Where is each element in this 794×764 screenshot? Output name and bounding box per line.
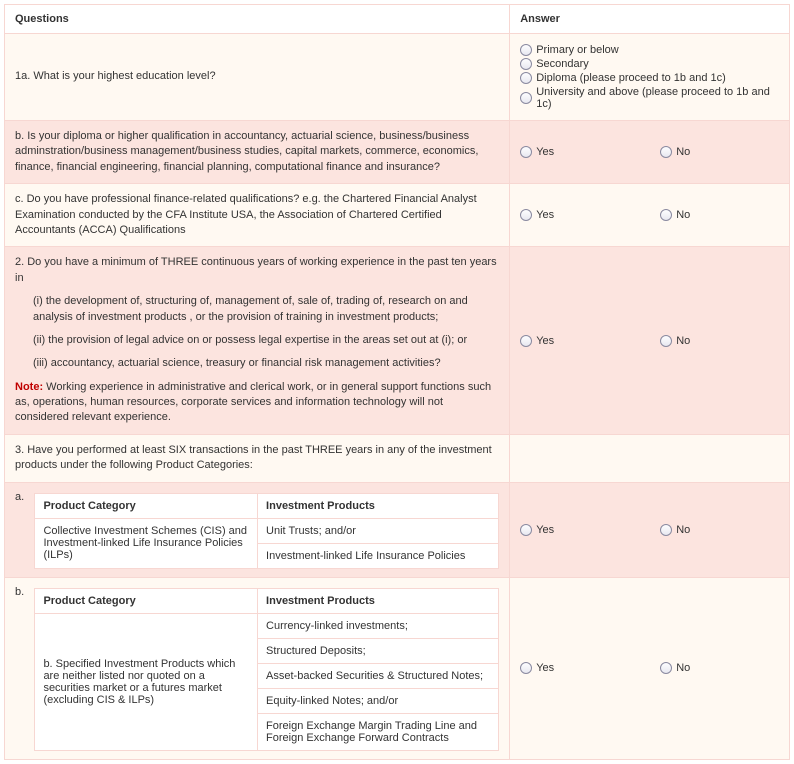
q3b-col2: Investment Products [258, 588, 499, 613]
q1b-yes[interactable]: Yes [520, 146, 660, 158]
q3b-pc: b. Specified Investment Products which a… [35, 613, 258, 750]
q1c-text: c. Do you have professional finance-rela… [5, 184, 510, 247]
radio-icon [520, 146, 532, 158]
q3b-cell: b. Product Category Investment Products … [5, 577, 510, 759]
q3b-col1: Product Category [35, 588, 258, 613]
q3b-ip5: Foreign Exchange Margin Trading Line and… [258, 713, 499, 750]
q3a-label: a. [15, 491, 28, 569]
radio-icon [520, 92, 532, 104]
q3a-ip1: Unit Trusts; and/or [258, 518, 499, 543]
q1a-opt-primary[interactable]: Primary or below [520, 44, 779, 56]
q3b-ip1: Currency-linked investments; [258, 613, 499, 638]
q1b-text: b. Is your diploma or higher qualificati… [5, 121, 510, 184]
radio-icon [520, 335, 532, 347]
radio-icon [520, 662, 532, 674]
radio-icon [520, 72, 532, 84]
q3a-yes[interactable]: Yes [520, 524, 660, 536]
q1a-answers: Primary or below Secondary Diploma (plea… [510, 34, 790, 121]
radio-icon [520, 209, 532, 221]
q1a-opt-secondary[interactable]: Secondary [520, 58, 779, 70]
questionnaire-table: Questions Answer 1a. What is your highes… [4, 4, 790, 760]
q1a-text: 1a. What is your highest education level… [5, 34, 510, 121]
q1c-answers: Yes No [510, 184, 790, 247]
radio-icon [660, 662, 672, 674]
header-answer: Answer [510, 5, 790, 34]
q3b-yes[interactable]: Yes [520, 662, 660, 674]
radio-icon [520, 44, 532, 56]
q3b-ip2: Structured Deposits; [258, 638, 499, 663]
q2-no[interactable]: No [660, 335, 690, 347]
q2-yes[interactable]: Yes [520, 335, 660, 347]
q1c-yes[interactable]: Yes [520, 209, 660, 221]
q3b-answers: Yes No [510, 577, 790, 759]
q3b-ip4: Equity-linked Notes; and/or [258, 688, 499, 713]
note-label: Note: [15, 381, 43, 393]
q1a-opt-university[interactable]: University and above (please proceed to … [520, 86, 779, 110]
q3a-ip2: Investment-linked Life Insurance Policie… [258, 543, 499, 568]
q3-answers-blank [510, 434, 790, 482]
q3b-ip3: Asset-backed Securities & Structured Not… [258, 663, 499, 688]
q3a-col1: Product Category [35, 493, 258, 518]
radio-icon [660, 146, 672, 158]
q3b-label: b. [15, 586, 28, 751]
q3a-pc: Collective Investment Schemes (CIS) and … [35, 518, 258, 568]
q1c-no[interactable]: No [660, 209, 690, 221]
radio-icon [520, 524, 532, 536]
q3a-answers: Yes No [510, 482, 790, 577]
q3a-no[interactable]: No [660, 524, 690, 536]
header-questions: Questions [5, 5, 510, 34]
q1b-no[interactable]: No [660, 146, 690, 158]
radio-icon [660, 209, 672, 221]
radio-icon [660, 524, 672, 536]
q3-text: 3. Have you performed at least SIX trans… [5, 434, 510, 482]
q1a-opt-diploma[interactable]: Diploma (please proceed to 1b and 1c) [520, 72, 779, 84]
q2-answers: Yes No [510, 247, 790, 435]
q3a-col2: Investment Products [258, 493, 499, 518]
q2-text: 2. Do you have a minimum of THREE contin… [5, 247, 510, 435]
radio-icon [660, 335, 672, 347]
radio-icon [520, 58, 532, 70]
q3b-no[interactable]: No [660, 662, 690, 674]
q3b-table: Product Category Investment Products b. … [34, 588, 499, 751]
q3a-cell: a. Product Category Investment Products … [5, 482, 510, 577]
q1b-answers: Yes No [510, 121, 790, 184]
q3a-table: Product Category Investment Products Col… [34, 493, 499, 569]
